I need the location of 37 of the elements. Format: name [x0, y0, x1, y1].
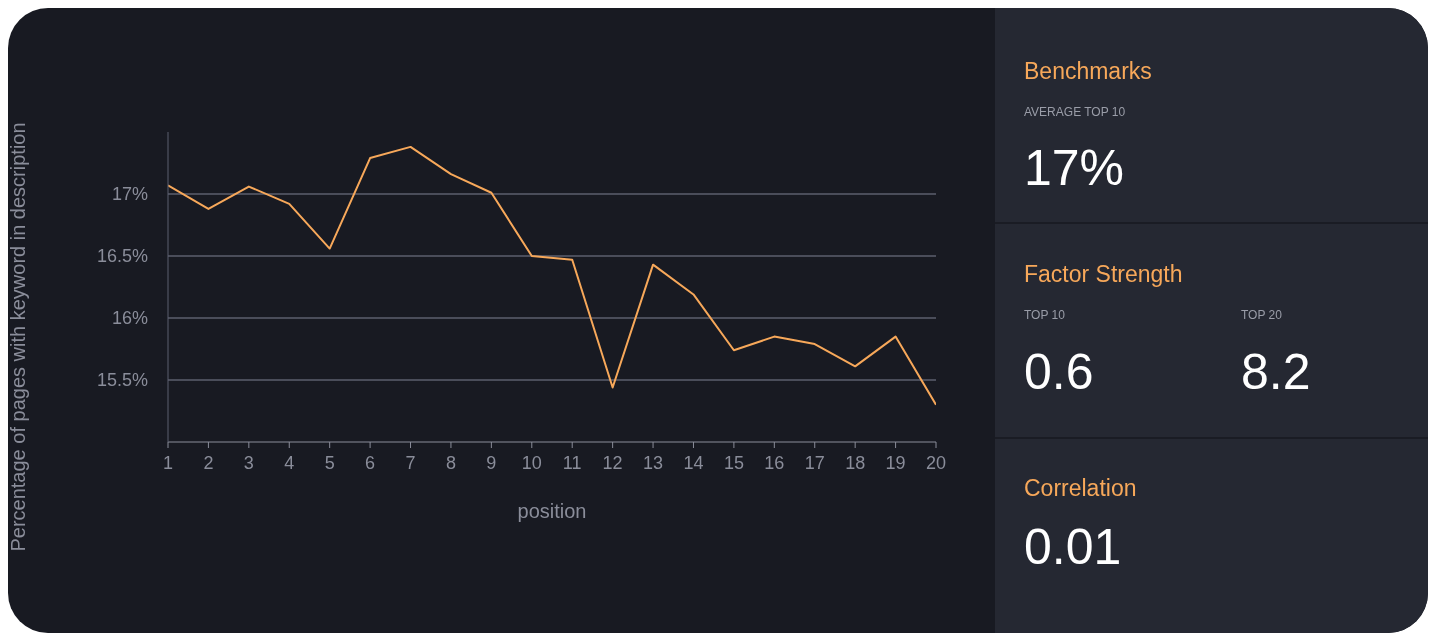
text: AVERAGE TOP 10 [1024, 105, 1126, 119]
x-tick-label: 3 [243, 452, 254, 473]
x-tick-label: 6 [365, 452, 376, 473]
text: 8.2 [1241, 344, 1311, 400]
x-tick-label: 19 [885, 452, 906, 473]
x-tick-label: 4 [284, 452, 295, 473]
x-tick-label: 7 [405, 452, 416, 473]
text: Benchmarks [1024, 58, 1152, 85]
text: TOP 10 [1024, 308, 1065, 322]
x-tick-label: 1 [162, 452, 174, 473]
x-tick-label: 2 [203, 452, 214, 473]
line-series [168, 145, 936, 406]
text: 0.01 [1024, 519, 1122, 575]
text: 0.6 [1024, 344, 1094, 400]
x-tick-label: 9 [486, 452, 497, 473]
y-axis-title: Percentage of pages with keyword in description [7, 122, 30, 552]
x-tick-label: 11 [562, 452, 582, 473]
x-tick-label: 8 [445, 452, 456, 473]
y-tick-label: 17% [111, 184, 148, 205]
x-tick-label: 15 [723, 452, 744, 473]
y-tick-label: 16% [111, 308, 148, 329]
y-tick-label: 15.5% [96, 370, 148, 391]
text: TOP 20 [1241, 308, 1282, 322]
x-tick-label: 14 [683, 452, 704, 473]
text: Factor Strength [1024, 261, 1183, 288]
x-tick-label: 20 [925, 452, 947, 473]
x-tick-label: 18 [845, 452, 866, 473]
x-tick-label: 16 [764, 452, 785, 473]
text: 17% [1024, 140, 1125, 196]
x-axis-title: position [517, 500, 587, 522]
y-tick-label: 16.5% [96, 246, 148, 267]
x-tick-label: 13 [643, 452, 664, 473]
x-tick-label: 5 [324, 452, 335, 473]
x-tick-label: 10 [521, 452, 542, 473]
text: Correlation [1024, 475, 1137, 502]
x-tick-label: 17 [804, 452, 825, 473]
x-tick-label: 12 [602, 452, 623, 473]
